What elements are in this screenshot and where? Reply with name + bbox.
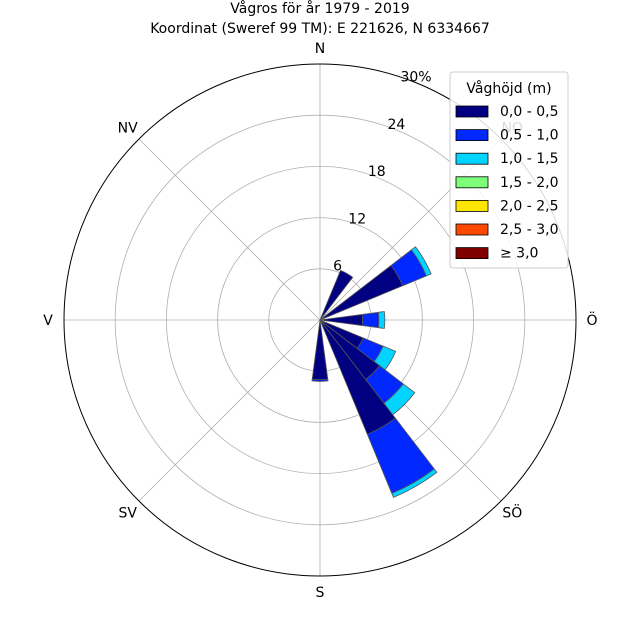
direction-label: SÖ xyxy=(502,503,522,521)
radial-tick-label: 30% xyxy=(400,70,431,86)
direction-label: V xyxy=(43,313,53,329)
rose-bars xyxy=(311,246,438,498)
legend-swatch xyxy=(455,199,489,212)
chart-subtitle: Koordinat (Sweref 99 TM): E 221626, N 63… xyxy=(150,21,490,37)
legend-swatch xyxy=(455,247,489,260)
legend-label: 1,5 - 2,0 xyxy=(500,175,558,191)
direction-label: Ö xyxy=(586,311,597,329)
legend-title: Våghöjd (m) xyxy=(466,80,551,97)
chart-title: Vågros för år 1979 - 2019 xyxy=(230,0,409,17)
legend-label: 2,5 - 3,0 xyxy=(500,222,558,238)
legend-swatch xyxy=(455,152,489,165)
radial-tick-label: 24 xyxy=(387,117,405,133)
legend-swatch xyxy=(455,105,489,118)
legend: Våghöjd (m) 0,0 - 0,5 0,5 - 1,0 1,0 - 1,5 1… xyxy=(449,71,569,269)
direction-label: N xyxy=(315,41,325,57)
direction-label: NV xyxy=(118,121,138,137)
direction-label: S xyxy=(316,585,325,601)
rose-bar-segment xyxy=(319,269,354,321)
polar-grid xyxy=(64,64,576,576)
legend-frame xyxy=(449,71,569,269)
rose-bar-segment xyxy=(377,311,386,329)
legend-swatch xyxy=(455,176,489,189)
direction-label: SV xyxy=(118,505,137,521)
rose-bar-segment xyxy=(361,311,380,329)
legend-label: 0,0 - 0,5 xyxy=(500,104,558,120)
legend-label: 0,5 - 1,0 xyxy=(500,128,558,144)
legend-label: ≥ 3,0 xyxy=(500,246,538,262)
rose-bar-segment xyxy=(410,246,432,277)
rose-bar-segment xyxy=(366,417,435,494)
legend-label: 2,0 - 2,5 xyxy=(500,198,558,214)
grid-spoke xyxy=(138,319,321,502)
legend-swatch xyxy=(455,223,489,236)
legend-items: 0,0 - 0,5 0,5 - 1,0 1,0 - 1,5 1,5 - 2,0 2,0 … xyxy=(455,104,558,262)
legend-label: 1,0 - 1,5 xyxy=(500,151,558,167)
rose-bar-segment xyxy=(311,378,329,382)
radial-tick-label: 12 xyxy=(348,211,366,227)
grid-spoke xyxy=(138,138,321,321)
legend-swatch xyxy=(455,129,489,142)
radial-tick-labels: 6 12 18 24 30% xyxy=(333,70,431,275)
outer-circle xyxy=(63,63,577,577)
radial-tick-label: 18 xyxy=(368,164,386,180)
radial-tick-label: 6 xyxy=(333,259,342,275)
rose-bar-segment xyxy=(391,468,438,498)
